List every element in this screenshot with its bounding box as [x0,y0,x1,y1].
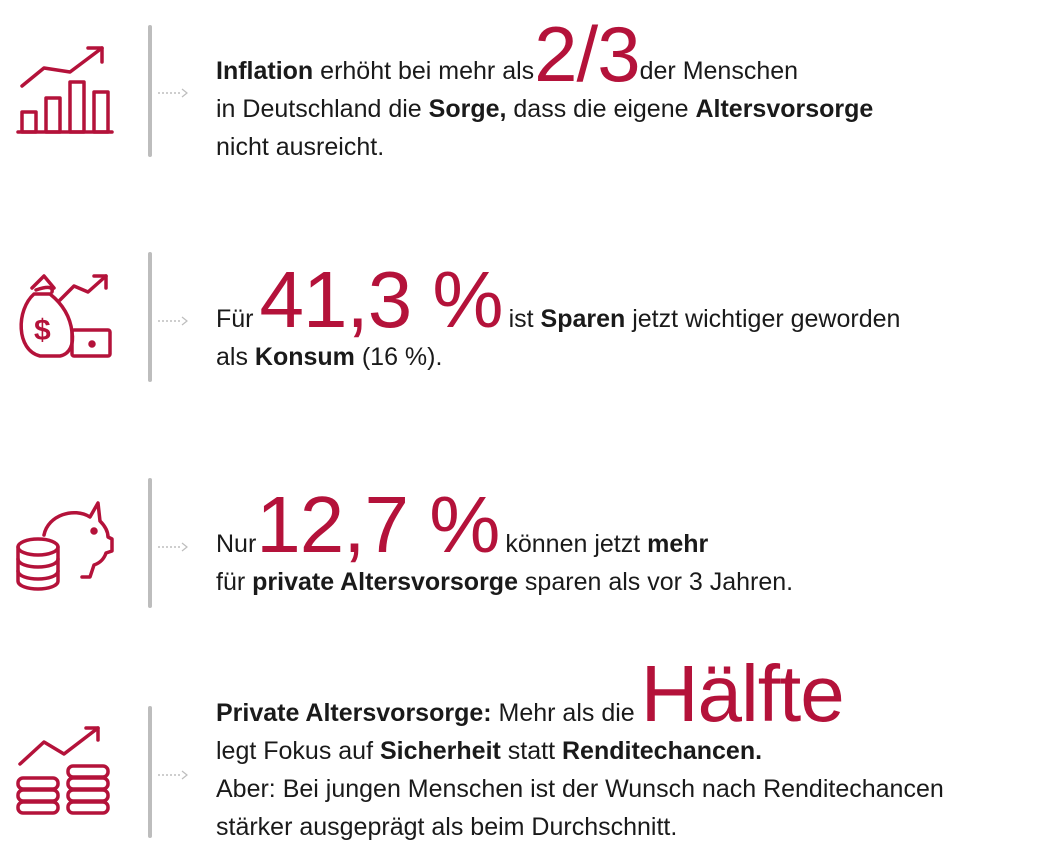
highlight-number: Hälfte [640,649,845,738]
bar-chart-trend-icon [14,42,114,138]
keyword: Konsum [254,343,355,371]
keyword: mehr [647,530,709,558]
dotted-arrow [158,767,188,780]
svg-text:$: $ [34,314,51,347]
divider-line [148,478,152,608]
keyword: Sparen [540,305,626,333]
coin-stacks-trend-icon [14,724,114,820]
keyword: Renditechancen. [562,737,763,765]
divider-line [148,706,152,838]
keyword: Sicherheit [379,737,501,765]
divider-line [148,252,152,382]
stat-text: Inflation erhöht bei mehr als 2/3 der Me… [216,10,874,161]
dotted-arrow [158,539,188,552]
stat-text: Private Altersvorsorge: Mehr als die Häl… [216,649,944,842]
divider-line [148,25,152,157]
dotted-arrow [158,313,188,326]
keyword: Private Altersvorsorge: [216,699,492,727]
highlight-number: 41,3 % [259,255,504,344]
keyword: Sorge, [428,95,507,123]
keyword: Altersvorsorge [695,95,874,123]
keyword: private Altersvorsorge [252,568,518,596]
dotted-arrow [158,85,188,98]
highlight-number: 2/3 [534,10,640,98]
piggy-bank-coins-icon [14,497,114,593]
keyword: Inflation [216,57,314,85]
highlight-number: 12,7 % [256,480,500,569]
stat-text: Nur 12,7 % können jetzt mehr für private… [216,480,794,597]
stat-text: Für 41,3 % ist Sparen jetzt wichtiger ge… [216,255,901,372]
money-bag-trend-icon: $ [14,270,114,366]
